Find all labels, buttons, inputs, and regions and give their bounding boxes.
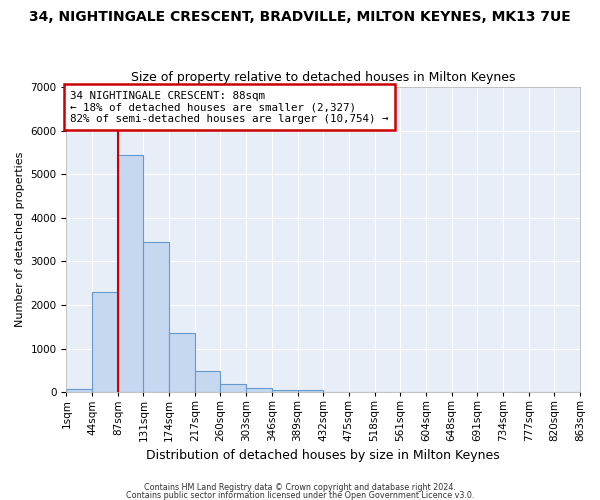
Bar (246, 388, 272, 392)
Text: Contains HM Land Registry data © Crown copyright and database right 2024.: Contains HM Land Registry data © Crown c… (144, 484, 456, 492)
Text: 34, NIGHTINGALE CRESCENT, BRADVILLE, MILTON KEYNES, MK13 7UE: 34, NIGHTINGALE CRESCENT, BRADVILLE, MIL… (29, 10, 571, 24)
Text: 34 NIGHTINGALE CRESCENT: 88sqm
← 18% of detached houses are smaller (2,327)
82% : 34 NIGHTINGALE CRESCENT: 88sqm ← 18% of … (70, 90, 389, 124)
Bar (272, 390, 298, 392)
Text: Contains public sector information licensed under the Open Government Licence v3: Contains public sector information licen… (126, 491, 474, 500)
Bar (118, 154, 143, 392)
Bar (67, 389, 92, 392)
Title: Size of property relative to detached houses in Milton Keynes: Size of property relative to detached ho… (131, 72, 515, 85)
Bar (92, 292, 118, 392)
Bar (143, 242, 169, 392)
Bar (169, 334, 195, 392)
Bar (298, 390, 323, 392)
Bar (220, 384, 246, 392)
X-axis label: Distribution of detached houses by size in Milton Keynes: Distribution of detached houses by size … (146, 450, 500, 462)
Bar (195, 371, 220, 392)
Y-axis label: Number of detached properties: Number of detached properties (15, 152, 25, 328)
